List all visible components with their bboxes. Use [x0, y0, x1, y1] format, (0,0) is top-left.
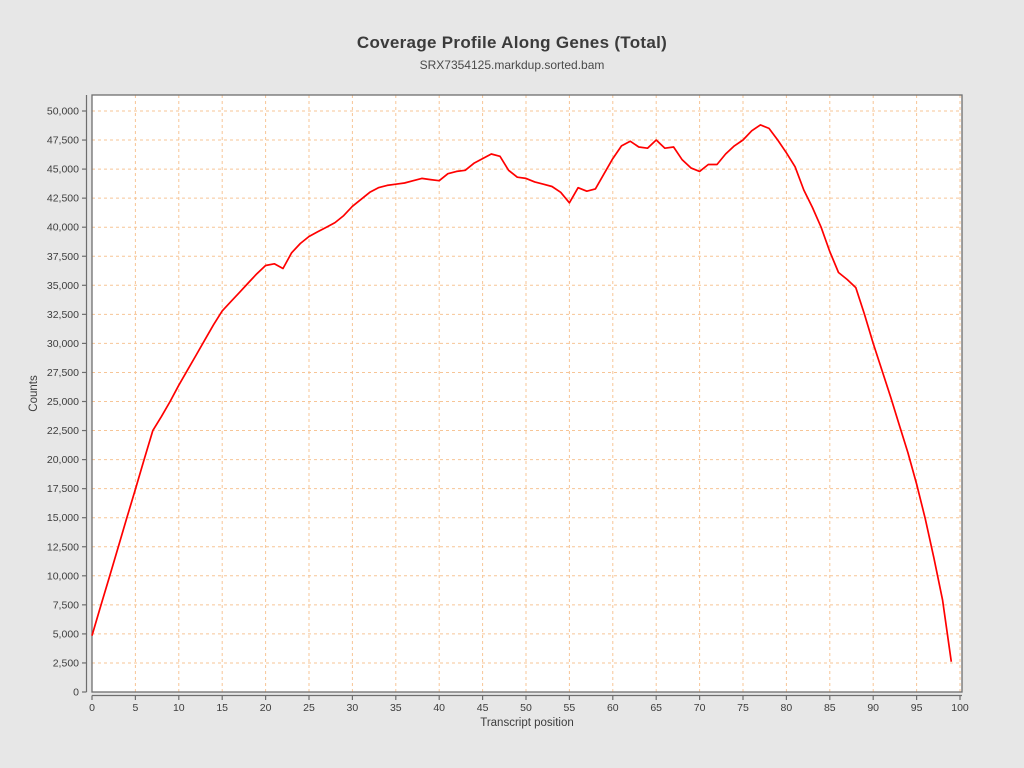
svg-text:80: 80	[781, 702, 793, 714]
svg-text:45: 45	[477, 702, 489, 714]
svg-text:20,000: 20,000	[47, 454, 79, 466]
axes	[82, 95, 962, 700]
svg-text:90: 90	[867, 702, 879, 714]
svg-text:65: 65	[650, 702, 662, 714]
svg-text:100: 100	[951, 702, 969, 714]
svg-text:30,000: 30,000	[47, 338, 79, 350]
svg-text:55: 55	[564, 702, 576, 714]
svg-text:85: 85	[824, 702, 836, 714]
svg-text:15,000: 15,000	[47, 512, 79, 524]
svg-text:60: 60	[607, 702, 619, 714]
svg-text:42,500: 42,500	[47, 193, 79, 205]
svg-text:37,500: 37,500	[47, 251, 79, 263]
svg-text:35,000: 35,000	[47, 280, 79, 292]
chart-subtitle: SRX7354125.markdup.sorted.bam	[419, 58, 605, 72]
svg-text:5: 5	[132, 702, 138, 714]
svg-text:7,500: 7,500	[53, 599, 79, 611]
svg-text:40,000: 40,000	[47, 222, 79, 234]
svg-text:0: 0	[89, 702, 95, 714]
svg-text:75: 75	[737, 702, 749, 714]
plot-background	[92, 95, 962, 692]
plot-frame	[91, 94, 963, 693]
y-axis-label: Counts	[28, 375, 40, 412]
svg-text:50: 50	[520, 702, 532, 714]
svg-text:20: 20	[260, 702, 272, 714]
coverage-line	[91, 124, 953, 662]
svg-text:47,500: 47,500	[47, 135, 79, 147]
svg-text:10,000: 10,000	[47, 570, 79, 582]
svg-text:27,500: 27,500	[47, 367, 79, 379]
svg-text:25,000: 25,000	[47, 396, 79, 408]
svg-text:5,000: 5,000	[53, 628, 79, 640]
svg-text:17,500: 17,500	[47, 483, 79, 495]
svg-text:30: 30	[347, 702, 359, 714]
svg-text:45,000: 45,000	[47, 164, 79, 176]
svg-text:0: 0	[73, 687, 79, 699]
svg-text:25: 25	[303, 702, 315, 714]
svg-text:70: 70	[694, 702, 706, 714]
x-axis-label: Transcript position	[480, 717, 574, 729]
svg-text:10: 10	[173, 702, 185, 714]
svg-text:50,000: 50,000	[47, 106, 79, 118]
svg-text:2,500: 2,500	[53, 657, 79, 669]
svg-text:35: 35	[390, 702, 402, 714]
svg-text:12,500: 12,500	[47, 541, 79, 553]
gridlines	[91, 95, 962, 693]
svg-text:40: 40	[433, 702, 445, 714]
svg-text:32,500: 32,500	[47, 309, 79, 321]
svg-text:22,500: 22,500	[47, 425, 79, 437]
svg-text:95: 95	[911, 702, 923, 714]
tick-labels: 0 2,500 5,000 7,500 10,000 12,500 15,000 17,500…	[47, 106, 969, 715]
svg-text:15: 15	[216, 702, 228, 714]
chart-title: Coverage Profile Along Genes (Total)	[356, 33, 668, 52]
